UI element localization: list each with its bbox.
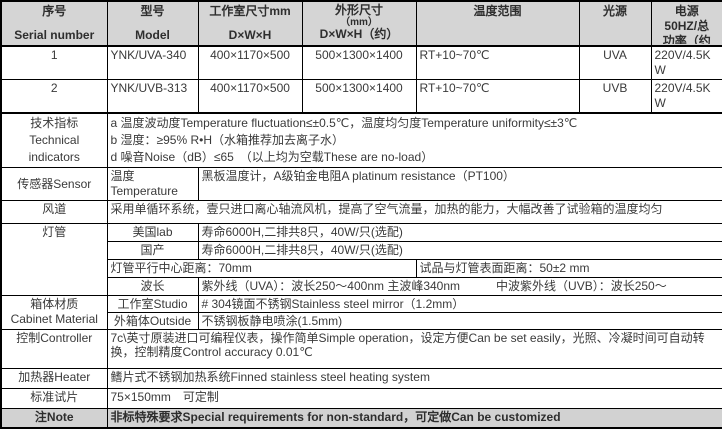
table-row-lamp-wavelength: 波长 紫外线（UVA）：波长250～400nm 主波峰340nm 中波紫外线（U… (1, 277, 722, 296)
cabinet-label-zh: 箱体材质 (30, 297, 79, 311)
test-piece-label: 标准试片 (0, 388, 108, 409)
header-overall-mid: （mm） (340, 17, 378, 28)
heater-label: 加热器Heater (0, 368, 108, 389)
header-model: 型号 Model (106, 0, 199, 47)
header-light-zh: 光源 (602, 4, 627, 18)
technical-line-d: d 噪音Noise（dB）≤65 （以上均为空载These are no-loa… (110, 150, 434, 164)
table-row-sensor: 传感器Sensor 温度 Temperature 黑板温度计，A级铂金电阻A p… (0, 167, 722, 201)
cell-temp-2: RT+10~70℃ (415, 79, 580, 114)
test-piece-value: 75×150mm 可定制 (106, 388, 722, 409)
header-overall-size: 外形尺寸 （mm） D×W×H（约） (301, 0, 417, 47)
cabinet-studio-name: 工作室Studio (106, 295, 199, 313)
cell-serial-1: 1 (0, 45, 108, 80)
header-power-line2: 50HZ/总 (664, 19, 710, 33)
technical-label: 技术指标 Technical indicators (0, 112, 108, 168)
cabinet-label: 箱体材质 Cabinet Material (0, 295, 108, 330)
cell-temp-1: RT+10~70℃ (415, 45, 580, 80)
table-row-controller: 控制Controller 7c\英寸原装进口可编程仪表，操作简单Simple o… (0, 329, 722, 369)
table-row-model-2: 2 YNK/UVB-313 400×1170×500 500×1300×1400… (0, 79, 722, 114)
cell-light-2: UVB (578, 79, 652, 114)
technical-label-en2: indicators (28, 150, 80, 164)
sensor-value: 黑板温度计，A级铂金电阻A platinum resistance（PT100） (197, 167, 722, 201)
lamp-usa-name: 美国lab (106, 223, 199, 242)
heater-value: 鳍片式不锈钢加热系统Finned stainless steel heating… (106, 368, 722, 389)
cell-chamber-1: 400×1170×500 (197, 45, 303, 80)
cell-overall-1: 500×1300×1400 (301, 45, 417, 80)
sensor-sub-label: 温度 Temperature (106, 167, 199, 201)
header-overall-zh: 外形尺寸 (334, 3, 383, 17)
lamp-spacing-left: 灯管平行中心距离：70mm (106, 259, 417, 278)
technical-line-a: a 温度波动度Temperature fluctuation≤±0.5℃，温度均… (110, 116, 578, 130)
note-value: 非标特殊要求Special requirements for non-stand… (106, 408, 722, 428)
table-row-lamp-domestic: 国产 寿命6000H,二排共8只，40W/只(选配) (1, 241, 722, 260)
header-serial-zh: 序号 (42, 4, 67, 18)
air-duct-label: 风道 (0, 200, 108, 224)
sensor-label: 传感器Sensor (0, 167, 108, 201)
header-serial-en: Serial number (14, 28, 95, 42)
cell-model-1: YNK/UVA-340 (106, 45, 199, 80)
lamp-wavelength-label: 波长 (106, 277, 199, 296)
cell-light-1: UVA (578, 45, 652, 80)
header-power: 电源 50HZ/总 功率（约 (650, 0, 722, 47)
table-row-note: 注Note 非标特殊要求Special requirements for non… (0, 408, 722, 428)
lamp-usa-value: 寿命6000H,二排共8只，40W/只(选配) (197, 223, 722, 242)
header-model-zh: 型号 (140, 4, 165, 18)
sensor-sub-zh: 温度 (110, 169, 135, 183)
cell-power-1: 220V/4.5KW (650, 45, 722, 80)
header-overall-en: D×W×H（约） (319, 27, 399, 41)
table-row-cabinet-studio: 箱体材质 Cabinet Material 工作室Studio # 304镜面不… (0, 295, 722, 330)
header-chamber-en: D×W×H (228, 28, 272, 42)
controller-label: 控制Controller (0, 329, 108, 369)
cabinet-studio-value: # 304镜面不锈钢Stainless steel mirror（1.2mm） (197, 295, 722, 313)
header-temp-zh: 温度范围 (473, 4, 522, 18)
cabinet-label-en: Cabinet Material (10, 312, 98, 326)
technical-label-zh: 技术指标 (30, 116, 79, 130)
cell-chamber-2: 400×1170×500 (197, 79, 303, 114)
lamp-label: 灯管 (0, 223, 108, 296)
cell-serial-2: 2 (0, 79, 108, 114)
table-row-cabinet-outside: 外箱体Outside 不锈钢板静电喷涂(1.5mm) (1, 312, 722, 330)
header-light-source: 光源 (578, 0, 652, 47)
controller-value: 7c\英寸原装进口可编程仪表，操作简单Simple operation，设定方便… (106, 329, 722, 369)
lamp-wavelength-value: 紫外线（UVA）：波长250～400nm 主波峰340nm 中波紫外线（UVB）… (197, 277, 722, 296)
table-row-technical: 技术指标 Technical indicators a 温度波动度Tempera… (0, 112, 722, 168)
header-serial: 序号 Serial number (0, 0, 108, 47)
header-power-line3: 功率（约 (662, 34, 711, 44)
cabinet-outside-value: 不锈钢板静电喷涂(1.5mm) (197, 312, 722, 330)
header-temp-range: 温度范围 (415, 0, 580, 47)
table-row-test-piece: 标准试片 75×150mm 可定制 (0, 388, 722, 409)
cell-power-2: 220V/4.5KW (650, 79, 722, 114)
cell-model-2: YNK/UVB-313 (106, 79, 199, 114)
table-row-heater: 加热器Heater 鳍片式不锈钢加热系统Finned stainless ste… (0, 368, 722, 389)
cell-overall-2: 500×1300×1400 (301, 79, 417, 114)
cabinet-outside-name: 外箱体Outside (106, 312, 199, 330)
lamp-domestic-name: 国产 (106, 241, 199, 260)
note-label: 注Note (0, 408, 108, 428)
table-row-lamp-spacing: 灯管平行中心距离：70mm 试品与灯管表面距离：50±2 mm (1, 259, 722, 278)
table-row-lamp-usa: 灯管 美国lab 寿命6000H,二排共8只，40W/只(选配) (0, 223, 722, 296)
header-power-line1: 电源 (674, 4, 699, 18)
air-duct-value: 采用单循环系统，壹只进口离心轴流风机，提高了空气流量，加热的能力，大幅改善了试验… (106, 200, 722, 224)
technical-label-en1: Technical (29, 133, 80, 147)
header-chamber-zh: 工作室尺寸mm (209, 4, 291, 18)
lamp-spacing-right: 试品与灯管表面距离：50±2 mm (415, 259, 722, 278)
lamp-domestic-value: 寿命6000H,二排共8只，40W/只(选配) (197, 241, 722, 260)
technical-line-b: b 湿度：≥95% R•H（水箱推荐加去离子水） (110, 133, 344, 147)
table-row-air-duct: 风道 采用单循环系统，壹只进口离心轴流风机，提高了空气流量，加热的能力，大幅改善… (0, 200, 722, 224)
header-model-en: Model (135, 28, 170, 42)
header-chamber-size: 工作室尺寸mm D×W×H (197, 0, 303, 47)
table-row-model-1: 1 YNK/UVA-340 400×1170×500 500×1300×1400… (0, 45, 722, 80)
technical-value: a 温度波动度Temperature fluctuation≤±0.5℃，温度均… (106, 112, 722, 168)
sensor-sub-en: Temperature (110, 184, 178, 198)
header-row: 序号 Serial number 型号 Model 工作室尺寸mm D×W×H … (0, 0, 722, 47)
